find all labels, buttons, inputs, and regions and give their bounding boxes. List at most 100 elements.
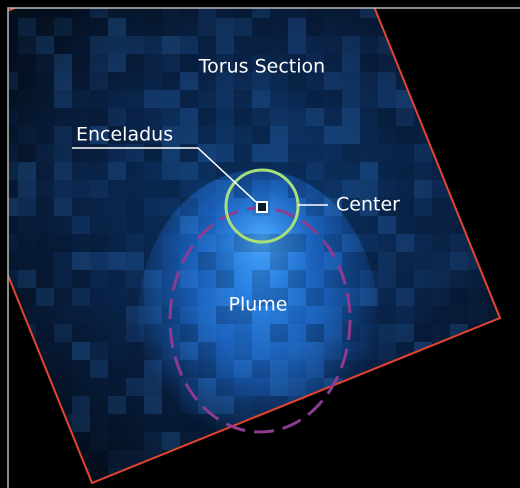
pixel	[450, 306, 468, 324]
pixel	[198, 36, 216, 54]
pixel	[54, 72, 72, 90]
pixel	[18, 270, 36, 288]
pixel	[198, 72, 216, 90]
pixel	[216, 396, 234, 414]
pixel	[18, 126, 36, 144]
pixel	[144, 54, 162, 72]
pixel	[342, 234, 360, 252]
pixel	[90, 180, 108, 198]
pixel	[36, 198, 54, 216]
pixel	[468, 306, 486, 324]
pixel	[414, 180, 432, 198]
pixel	[378, 108, 396, 126]
pixel	[54, 36, 72, 54]
pixel	[198, 414, 216, 432]
pixel	[306, 234, 324, 252]
pixel	[18, 36, 36, 54]
pixel	[288, 126, 306, 144]
pixel	[162, 414, 180, 432]
pixel	[144, 126, 162, 144]
pixel	[72, 144, 90, 162]
pixel	[342, 198, 360, 216]
pixel	[288, 324, 306, 342]
pixel	[234, 8, 252, 18]
pixel	[162, 126, 180, 144]
pixel	[72, 306, 90, 324]
pixel	[432, 270, 450, 288]
pixel	[54, 126, 72, 144]
pixel	[216, 288, 234, 306]
pixel	[108, 450, 126, 468]
pixel	[432, 252, 450, 270]
pixel	[72, 270, 90, 288]
pixel	[90, 72, 108, 90]
pixel	[162, 90, 180, 108]
pixel	[360, 90, 378, 108]
pixel	[162, 54, 180, 72]
pixel	[450, 270, 468, 288]
pixel	[90, 342, 108, 360]
pixel	[306, 342, 324, 360]
pixel	[216, 162, 234, 180]
pixel	[162, 396, 180, 414]
pixel	[144, 234, 162, 252]
pixel	[36, 108, 54, 126]
pixel	[342, 162, 360, 180]
pixel	[360, 54, 378, 72]
pixel	[306, 324, 324, 342]
pixel	[162, 234, 180, 252]
pixel	[378, 306, 396, 324]
pixel	[234, 324, 252, 342]
pixel	[396, 126, 414, 144]
pixel	[144, 162, 162, 180]
pixel	[180, 414, 198, 432]
pixel	[36, 270, 54, 288]
pixel	[360, 342, 378, 360]
pixel	[18, 234, 36, 252]
pixel	[90, 54, 108, 72]
pixel	[90, 432, 108, 450]
pixel	[234, 288, 252, 306]
pixel	[414, 306, 432, 324]
pixel	[90, 198, 108, 216]
pixel	[36, 54, 54, 72]
pixel	[180, 54, 198, 72]
pixel	[252, 396, 270, 414]
pixel	[360, 108, 378, 126]
pixel	[8, 72, 18, 90]
pixel	[36, 180, 54, 198]
pixel	[90, 162, 108, 180]
pixel	[126, 342, 144, 360]
enceladus-leader	[72, 147, 257, 203]
pixel	[36, 324, 54, 342]
pixel	[54, 90, 72, 108]
pixel	[198, 306, 216, 324]
pixel	[72, 252, 90, 270]
pixel	[360, 126, 378, 144]
pixel	[36, 36, 54, 54]
pixel	[396, 108, 414, 126]
pixel	[270, 306, 288, 324]
pixel	[324, 36, 342, 54]
pixel	[54, 18, 72, 36]
pixel	[216, 126, 234, 144]
pixel	[234, 342, 252, 360]
pixel	[252, 18, 270, 36]
pixel	[126, 18, 144, 36]
pixel	[306, 288, 324, 306]
pixel	[234, 216, 252, 234]
pixel	[306, 18, 324, 36]
pixel	[54, 252, 72, 270]
pixel	[108, 252, 126, 270]
pixel	[108, 216, 126, 234]
pixel	[126, 414, 144, 432]
pixel	[18, 144, 36, 162]
pixel	[378, 270, 396, 288]
pixel	[378, 324, 396, 342]
pixel	[54, 288, 72, 306]
pixel	[126, 288, 144, 306]
pixel	[414, 270, 432, 288]
pixel	[180, 162, 198, 180]
pixel	[36, 306, 54, 324]
pixel	[432, 216, 450, 234]
